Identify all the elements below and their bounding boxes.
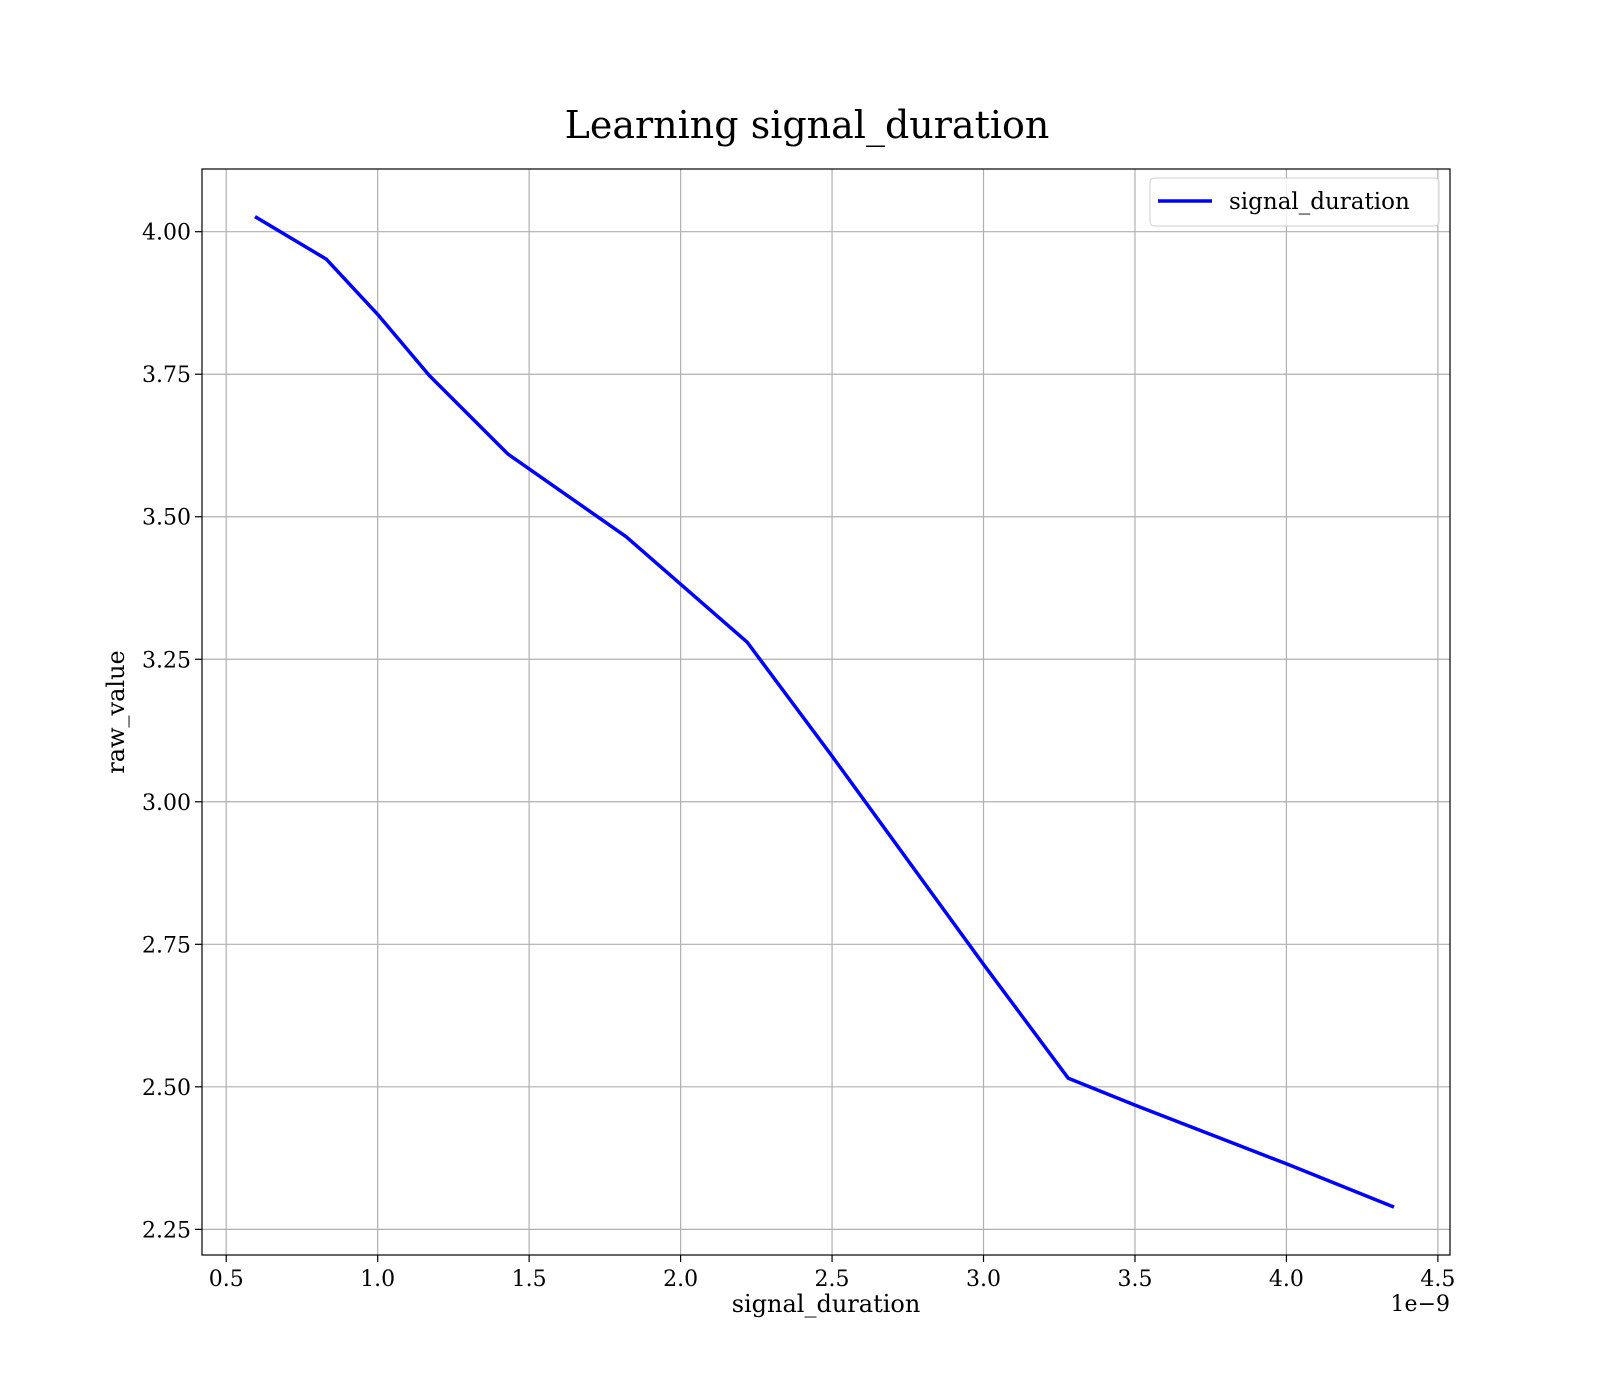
series-line [254,215,1395,1209]
chart-title: Learning signal_duration [565,103,1050,148]
x-tick-label: 1.0 [360,1267,395,1292]
series-lines [254,215,1395,1209]
x-tick-label: 0.5 [209,1267,244,1292]
x-axis-label: signal_duration [732,1290,921,1318]
x-tick-label: 4.0 [1269,1267,1304,1292]
x-tick-label: 4.5 [1420,1267,1455,1292]
x-tick-label: 2.0 [663,1267,698,1292]
x-tick-label: 2.5 [815,1267,850,1292]
x-tick-label: 3.5 [1117,1267,1152,1292]
plot-area-frame [201,168,1451,1256]
y-tick-label: 3.75 [142,363,191,388]
y-tick-label: 3.00 [142,791,191,816]
axis-ticks: 0.5 1.0 1.5 2.0 2.5 3.0 3.5 4.0 4.5 2.25 2.50 2.75 3… [142,221,1455,1292]
legend-box [1149,177,1440,227]
y-axis-label: raw_value [102,650,130,774]
x-tick-label: 1.5 [512,1267,547,1292]
y-tick-label: 2.75 [142,933,191,958]
legend: signal_duration [1149,177,1440,227]
y-tick-label: 3.25 [142,648,191,673]
y-tick-label: 4.00 [142,221,191,246]
y-tick-label: 3.50 [142,506,191,531]
x-axis-offset-label: 1e−9 [1391,1292,1450,1317]
x-tick-label: 3.0 [966,1267,1001,1292]
y-tick-label: 2.25 [142,1218,191,1243]
y-tick-label: 2.50 [142,1076,191,1101]
grid-lines [202,169,1450,1255]
legend-label: signal_duration [1229,189,1410,215]
